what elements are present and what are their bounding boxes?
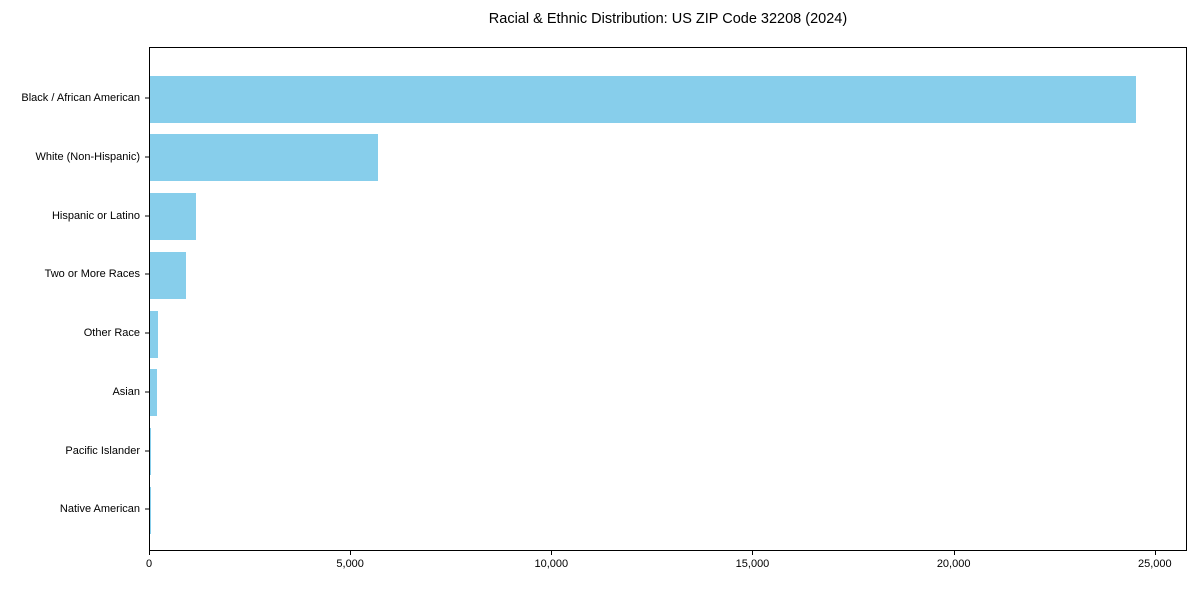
x-tick-mark <box>752 551 754 555</box>
y-tick-label: Two or More Races <box>44 268 140 281</box>
x-tick-mark <box>551 551 553 555</box>
y-tick-label: Pacific Islander <box>65 444 140 457</box>
bar-pacific-islander <box>150 428 152 475</box>
y-tick-label: Asian <box>112 385 140 398</box>
x-tick-label: 5,000 <box>336 558 364 570</box>
bar-white-non-hispanic <box>150 134 378 182</box>
x-tick-label: 20,000 <box>936 558 971 570</box>
x-tick-label: 0 <box>145 558 153 570</box>
x-tick-label: 10,000 <box>534 558 569 570</box>
bar-asian <box>150 369 158 417</box>
y-tick-mark <box>145 450 149 451</box>
y-tick-mark <box>145 97 149 99</box>
bar-other-race <box>150 310 159 358</box>
y-tick-label: Hispanic or Latino <box>51 209 140 222</box>
y-tick-mark <box>145 391 149 393</box>
y-tick-label: Other Race <box>83 327 140 339</box>
chart-title: Racial & Ethnic Distribution: US ZIP Cod… <box>488 11 848 27</box>
x-tick-mark <box>149 551 150 555</box>
y-tick-label: Native American <box>59 503 140 516</box>
y-tick-mark <box>145 273 149 275</box>
plot-area <box>149 47 1187 551</box>
bar-hispanic-or-latino <box>150 193 196 240</box>
bar-black-african-american <box>150 75 1136 123</box>
bar-two-or-more-races <box>150 251 186 299</box>
y-tick-label: White (Non-Hispanic) <box>35 150 140 163</box>
y-tick-mark <box>145 215 149 216</box>
x-tick-mark <box>350 551 352 555</box>
x-tick-mark <box>1154 551 1156 555</box>
x-tick-label: 25,000 <box>1137 558 1172 570</box>
x-tick-label: 15,000 <box>735 558 770 570</box>
x-tick-mark <box>953 551 955 555</box>
y-tick-mark <box>145 332 149 334</box>
y-tick-label: Black / African American <box>21 92 140 104</box>
y-tick-mark <box>145 508 149 510</box>
y-tick-mark <box>145 156 149 158</box>
